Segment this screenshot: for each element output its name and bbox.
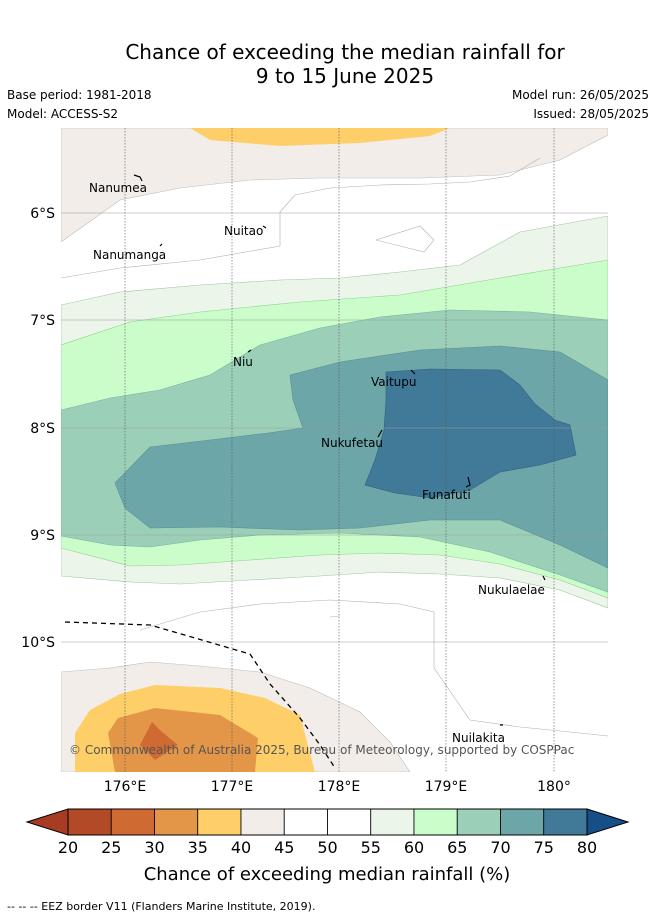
colorbar-box (240, 808, 285, 836)
latitude-labels: 6°S 7°S 8°S 9°S 10°S (21, 206, 55, 651)
colorbar-box (67, 808, 112, 836)
colorbar-box (154, 808, 199, 836)
colorbar-box (327, 808, 372, 836)
lon-label-178e: 178°E (318, 779, 361, 795)
colorbar-tick-label: 70 (490, 838, 510, 857)
colorbar-box (197, 808, 242, 836)
island-marks (133, 174, 546, 726)
band-25-30-south (140, 722, 178, 760)
map-plot-area: Nanumea Nuitao Nanumanga Niu Vaitupu Nuk… (61, 128, 608, 772)
colorbar-tick-label: 75 (534, 838, 554, 857)
band-35-40-north (190, 128, 450, 146)
island-label-vaitupu: Vaitupu (371, 375, 417, 389)
island-label-nuilakita: Nuilakita (452, 731, 505, 745)
model-name: Model: ACCESS-S2 (7, 107, 119, 121)
colorbar-under-arrow (25, 808, 69, 836)
colorbar-tick-label: 50 (317, 838, 337, 857)
band-40-45-north (61, 128, 608, 243)
lat-label-6s: 6°S (30, 206, 55, 222)
issued-date: Issued: 28/05/2025 (533, 107, 649, 121)
title-line-2: 9 to 15 June 2025 (255, 64, 435, 88)
lat-label-9s: 9°S (30, 528, 55, 544)
chart-title: Chance of exceeding the median rainfall … (0, 40, 655, 88)
lon-label-177e: 177°E (211, 779, 254, 795)
eez-border-note: -- -- -- EEZ border V11 (Flanders Marine… (7, 900, 316, 913)
contour-line-north (279, 157, 541, 213)
colorbar: 20 25 30 35 40 45 50 55 60 65 70 75 80 Chance of exc… (25, 808, 630, 885)
island-label-funafuti: Funafuti (422, 488, 471, 502)
colorbar-box (500, 808, 545, 836)
colorbar-tick-label: 40 (231, 838, 251, 857)
lat-label-8s: 8°S (30, 421, 55, 437)
lon-label-176e: 176°E (104, 779, 147, 795)
colorbar-box (283, 808, 328, 836)
contour-patch (374, 225, 435, 253)
lat-label-10s: 10°S (21, 635, 55, 651)
gridlines (61, 128, 608, 772)
band-75-80 (364, 368, 577, 499)
model-run: Model run: 26/05/2025 (511, 88, 649, 102)
colorbar-tick-label: 45 (274, 838, 294, 857)
island-label-nanumanga: Nanumanga (93, 248, 166, 262)
contour-line-west (61, 212, 281, 279)
colorbar-tick-label: 20 (58, 838, 78, 857)
island-label-nukufetau: Nukufetau (321, 436, 383, 450)
lon-label-179e: 179°E (425, 779, 468, 795)
island-label-nukulaelae: Nukulaelae (478, 583, 545, 597)
colorbar-tick-label: 35 (188, 838, 208, 857)
contour-tick (329, 615, 341, 618)
band-30-35-south (108, 708, 258, 772)
longitude-labels: 176°E 177°E 178°E 179°E 180° (104, 779, 571, 795)
colorbar-box (110, 808, 155, 836)
colorbar-tick-label: 30 (144, 838, 164, 857)
island-label-nuitao: Nuitao (224, 224, 263, 238)
lat-label-7s: 7°S (30, 313, 55, 329)
colorbar-boxes (67, 808, 588, 836)
copyright-credit: © Commonwealth of Australia 2025, Bureau… (69, 743, 574, 757)
colorbar-tick-label: 55 (361, 838, 381, 857)
colorbar-box (543, 808, 588, 836)
colorbar-tick-label: 65 (447, 838, 467, 857)
contour-line-south (139, 599, 608, 737)
colorbar-title: Chance of exceeding median rainfall (%) (144, 864, 511, 885)
title-line-1: Chance of exceeding the median rainfall … (125, 40, 565, 64)
colorbar-box (456, 808, 501, 836)
colorbar-frame (67, 808, 588, 836)
base-period: Base period: 1981-2018 (7, 88, 152, 102)
colorbar-box (413, 808, 458, 836)
lon-label-180: 180° (537, 779, 571, 795)
island-label-nanumea: Nanumea (89, 181, 147, 195)
colorbar-ticks: 20 25 30 35 40 45 50 55 60 65 70 75 80 (58, 838, 597, 857)
colorbar-box (370, 808, 415, 836)
island-label-niu: Niu (233, 355, 253, 369)
colorbar-tick-label: 60 (404, 838, 424, 857)
colorbar-tick-label: 25 (101, 838, 121, 857)
eez-border (64, 621, 336, 769)
colorbar-tick-label: 80 (577, 838, 597, 857)
colorbar-over-arrow (586, 808, 630, 836)
